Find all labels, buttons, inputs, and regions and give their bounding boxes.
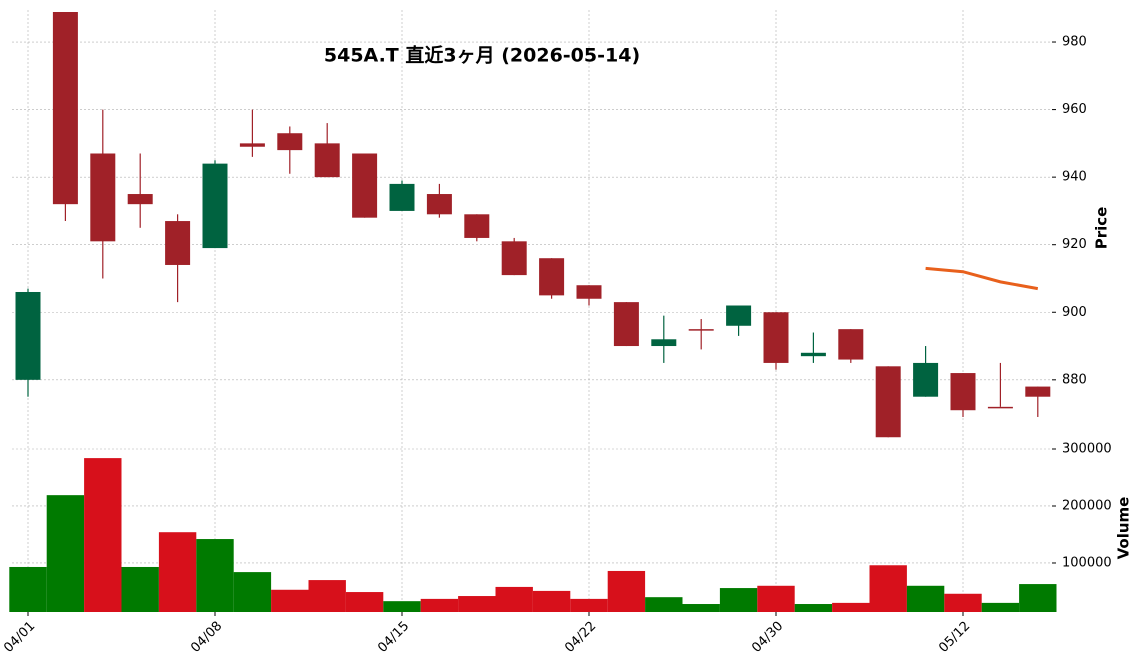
- candle-body: [1025, 386, 1051, 397]
- volume-bar: [944, 593, 982, 612]
- candle-body: [464, 214, 490, 238]
- candle-body: [913, 362, 939, 397]
- volume-bar: [906, 585, 945, 612]
- x-tick-label: 04/22: [562, 619, 599, 656]
- volume-axis-label: Volume: [1115, 497, 1133, 560]
- volume-bar: [383, 601, 421, 612]
- candle-body: [987, 406, 1013, 409]
- grid: [12, 10, 1052, 612]
- candle-body: [202, 163, 228, 249]
- candle-body: [838, 329, 864, 360]
- x-tick-label: 04/30: [749, 619, 786, 656]
- candle-body: [726, 305, 752, 326]
- volume-bar: [495, 586, 533, 612]
- volume-bar: [981, 602, 1020, 612]
- candle-body: [800, 352, 826, 357]
- candle-body: [15, 291, 41, 380]
- volume-bar: [1019, 584, 1057, 612]
- y-tick-label: 900: [1062, 305, 1087, 320]
- candle-body: [90, 153, 116, 242]
- volume-bar: [9, 566, 47, 612]
- volume-bar: [757, 585, 795, 612]
- volume-tick-label: 200000: [1062, 498, 1112, 513]
- candle-body: [389, 183, 415, 211]
- volume-bar: [645, 597, 683, 612]
- volume-bar: [308, 580, 346, 612]
- candle-body: [314, 143, 340, 178]
- chart-title: 545A.T 直近3ヶ月 (2026-05-14): [324, 44, 640, 67]
- candle-body: [875, 366, 901, 438]
- volume-bar: [832, 602, 870, 612]
- moving-average: [925, 266, 1039, 291]
- candle-body: [539, 258, 565, 296]
- volume-bar: [420, 598, 459, 612]
- volume-bar: [121, 566, 159, 612]
- candle-body: [127, 194, 153, 205]
- x-tick-label: 05/12: [936, 619, 973, 656]
- y-tick-label: 960: [1062, 102, 1087, 117]
- y-tick-label: 980: [1062, 35, 1087, 50]
- volume-bar: [84, 458, 122, 612]
- volume-pane: [9, 458, 1057, 612]
- y-axis-label: Price: [1093, 207, 1111, 250]
- volume-bar: [46, 495, 85, 612]
- volume-bar: [682, 604, 720, 612]
- candle-body: [239, 143, 265, 147]
- x-tick-label: 04/15: [375, 619, 412, 656]
- volume-bar: [233, 572, 272, 612]
- volume-bar: [196, 539, 234, 612]
- volume-bar: [532, 590, 571, 612]
- candle-body: [277, 133, 303, 151]
- volume-bar: [271, 589, 309, 612]
- candle-body: [426, 194, 452, 215]
- candle-body: [651, 339, 677, 347]
- volume-bar: [158, 532, 197, 612]
- volume-bar: [719, 588, 758, 612]
- candle-body: [950, 373, 976, 411]
- x-tick-label: 04/01: [1, 619, 38, 656]
- candle-body: [763, 312, 789, 363]
- volume-bar: [570, 598, 608, 612]
- x-tick-label: 04/08: [188, 619, 225, 656]
- candle-body: [501, 241, 527, 276]
- volume-tick-label: 100000: [1062, 555, 1112, 570]
- volume-bar: [794, 604, 833, 612]
- y-tick-label: 940: [1062, 170, 1087, 185]
- volume-bar: [345, 592, 384, 612]
- volume-bar: [869, 565, 907, 612]
- candle-body: [576, 285, 602, 299]
- candle-body: [352, 153, 378, 218]
- candle-body: [613, 302, 639, 347]
- volume-tick-label: 300000: [1062, 441, 1112, 456]
- y-tick-label: 880: [1062, 372, 1087, 387]
- candle-body: [52, 12, 78, 205]
- volume-bar: [458, 596, 496, 612]
- y-tick-label: 920: [1062, 237, 1087, 252]
- volume-bar: [607, 570, 646, 612]
- price-pane: [15, 12, 1051, 438]
- candle-body: [688, 329, 714, 331]
- candle-body: [165, 221, 191, 265]
